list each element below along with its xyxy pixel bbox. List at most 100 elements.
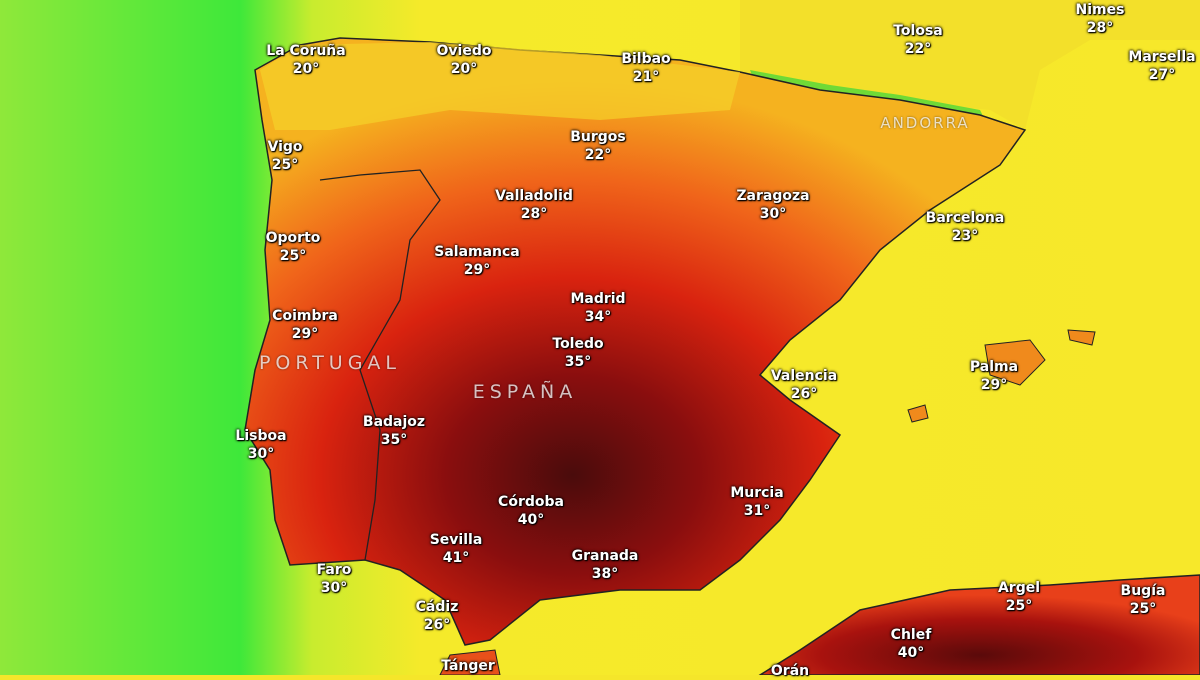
city-temperature: 40° (517, 512, 545, 528)
city-temperature: 34° (584, 309, 612, 325)
city-label[interactable]: Sevilla 41° (430, 531, 483, 567)
city-name: Córdoba (498, 494, 564, 510)
city-name: Marsella (1128, 49, 1196, 65)
city-temperature: 25° (1129, 601, 1157, 617)
city-label[interactable]: Cádiz 26° (416, 598, 459, 634)
city-name: Granada (571, 548, 639, 564)
city-temperature: 27° (1148, 67, 1176, 83)
city-name: Valladolid (495, 188, 573, 204)
city-temperature: 25° (1005, 598, 1033, 614)
city-label[interactable]: Barcelona 23° (926, 209, 1005, 245)
france-land (740, 0, 1200, 130)
city-temperature: 30° (247, 446, 275, 462)
city-temperature: 26° (423, 617, 451, 633)
balearic-ibiza (907, 404, 929, 423)
city-temperature: 35° (380, 432, 408, 448)
city-label[interactable]: Toledo 35° (552, 335, 603, 371)
city-label[interactable]: Zaragoza 30° (736, 187, 809, 223)
morocco-land (439, 649, 501, 675)
city-temperature: 23° (951, 228, 979, 244)
city-name: Badajoz (362, 414, 426, 430)
city-name: Murcia (730, 485, 784, 501)
city-temperature: 28° (1086, 20, 1114, 36)
city-name: Valencia (770, 368, 838, 384)
city-label[interactable]: Marsella 27° (1128, 48, 1195, 84)
portugal-border (319, 169, 441, 561)
city-name: Argel (997, 580, 1041, 596)
city-label[interactable]: Murcia 31° (730, 484, 783, 520)
city-temperature: 30° (759, 206, 787, 222)
city-name: Lisboa (235, 428, 287, 444)
region-label: PORTUGAL (258, 352, 402, 374)
city-label[interactable]: Tolosa 22° (893, 22, 943, 58)
city-label[interactable]: Nimes 28° (1076, 1, 1125, 37)
city-label[interactable]: Bugía 25° (1121, 582, 1166, 618)
city-name: Toledo (552, 336, 604, 352)
city-label[interactable]: Palma 29° (970, 358, 1018, 394)
city-temperature: 22° (584, 147, 612, 163)
city-temperature: 29° (291, 326, 319, 342)
city-temperature: 25° (271, 157, 299, 173)
city-name: Nimes (1075, 2, 1125, 18)
city-name: Madrid (570, 291, 626, 307)
city-name: Chlef (890, 627, 932, 643)
city-temperature: 31° (743, 503, 771, 519)
city-label[interactable]: Vigo 25° (267, 138, 302, 174)
city-temperature: 26° (790, 386, 818, 402)
city-name: La Coruña (266, 43, 346, 59)
balearic-mallorca (984, 339, 1046, 386)
city-name: Palma (969, 359, 1019, 375)
city-name: Oporto (265, 230, 321, 246)
city-label[interactable]: Oporto 25° (266, 229, 321, 265)
city-label[interactable]: La Coruña 20° (266, 42, 345, 78)
city-temperature: 28° (520, 206, 548, 222)
city-label[interactable]: Granada 38° (572, 547, 639, 583)
city-name: Vigo (267, 139, 303, 155)
city-name: Faro (316, 562, 352, 578)
city-temperature: 30° (320, 580, 348, 596)
city-temperature: 40° (897, 645, 925, 661)
city-label[interactable]: Tánger (441, 657, 495, 675)
city-name: Bugía (1120, 583, 1166, 599)
city-name: Sevilla (429, 532, 483, 548)
city-temperature: 35° (564, 354, 592, 370)
city-name: Tolosa (893, 23, 943, 39)
city-name: Zaragoza (736, 188, 810, 204)
city-temperature: 38° (591, 566, 619, 582)
city-label[interactable]: Faro 30° (317, 561, 352, 597)
city-temperature: 20° (292, 61, 320, 77)
city-name: Tánger (441, 658, 495, 674)
city-name: Oviedo (436, 43, 492, 59)
city-label[interactable]: Orán (771, 662, 809, 680)
city-label[interactable]: Badajoz 35° (363, 413, 425, 449)
city-label[interactable]: Córdoba 40° (498, 493, 564, 529)
city-name: Burgos (570, 129, 626, 145)
city-temperature: 29° (980, 377, 1008, 393)
city-temperature: 29° (463, 262, 491, 278)
city-label[interactable]: Madrid 34° (570, 290, 625, 326)
balearic-menorca (1067, 329, 1096, 346)
city-label[interactable]: Argel 25° (998, 579, 1040, 615)
city-label[interactable]: Salamanca 29° (434, 243, 520, 279)
city-label[interactable]: Valencia 26° (771, 367, 837, 403)
city-name: Salamanca (434, 244, 520, 260)
city-temperature: 22° (904, 41, 932, 57)
region-label: ANDORRA (880, 114, 970, 132)
city-name: Orán (770, 663, 810, 679)
city-temperature: 20° (450, 61, 478, 77)
city-temperature: 21° (632, 69, 660, 85)
city-label[interactable]: Oviedo 20° (437, 42, 492, 78)
city-label[interactable]: Coimbra 29° (272, 307, 338, 343)
city-name: Barcelona (925, 210, 1005, 226)
city-label[interactable]: Burgos 22° (570, 128, 626, 164)
north-coast-cool (260, 42, 740, 130)
city-label[interactable]: Bilbao 21° (621, 50, 670, 86)
city-temperature: 25° (279, 248, 307, 264)
iberia-land (244, 37, 1027, 646)
city-label[interactable]: Lisboa 30° (235, 427, 286, 463)
city-label[interactable]: Valladolid 28° (495, 187, 573, 223)
city-temperature: 41° (442, 550, 470, 566)
city-name: Coimbra (272, 308, 338, 324)
city-label[interactable]: Chlef 40° (891, 626, 932, 662)
